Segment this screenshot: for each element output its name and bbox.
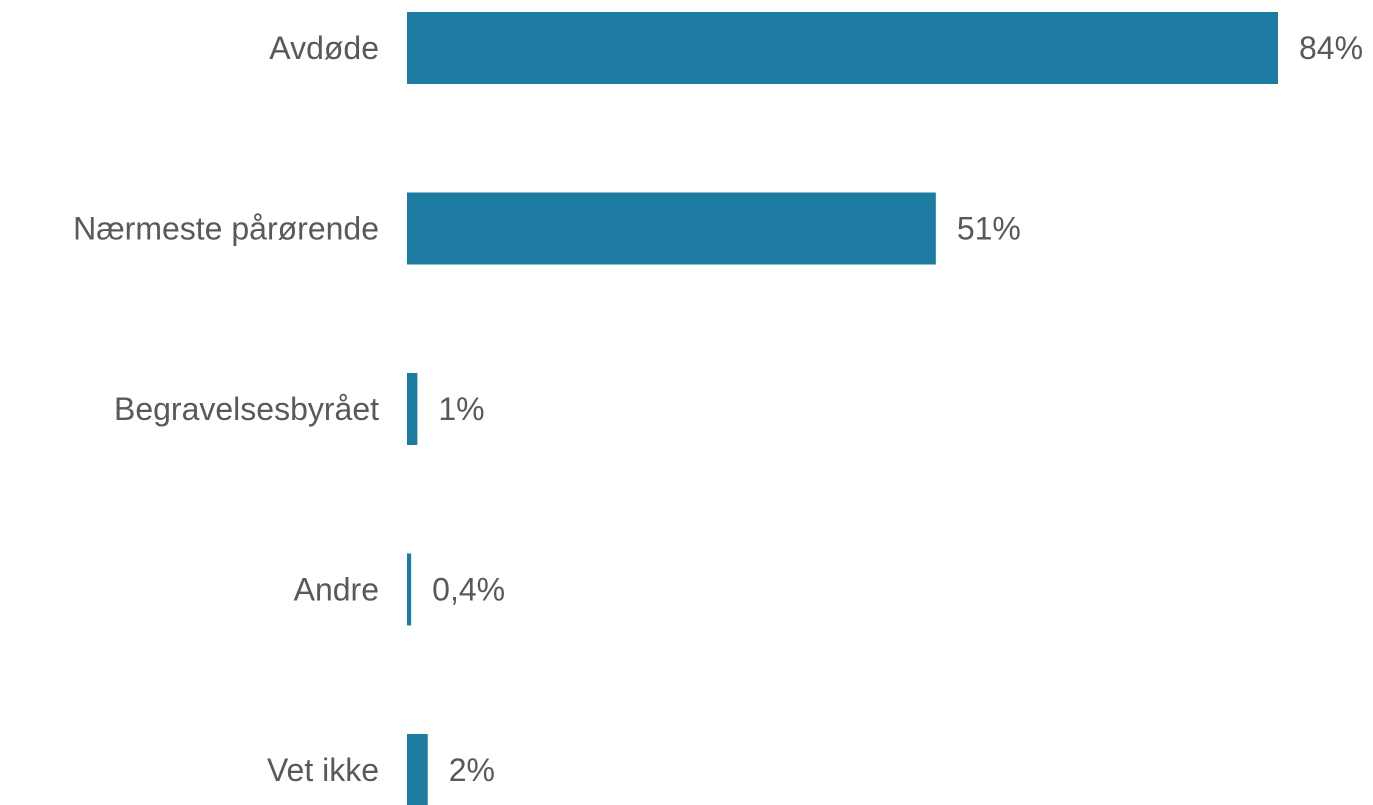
value-label-item-5: 2%: [449, 752, 495, 788]
value-label-item-4: 0,4%: [432, 572, 505, 608]
category-label-item-4: Andre: [294, 572, 379, 608]
bar-item-2: [407, 192, 936, 265]
value-label-item-2: 51%: [957, 211, 1021, 247]
bars-group: [407, 12, 1278, 805]
category-label-item-1: Avdøde: [269, 30, 379, 66]
category-label-item-3: Begravelsesbyrået: [114, 391, 379, 427]
category-label-item-2: Nærmeste pårørende: [73, 211, 379, 247]
value-label-item-1: 84%: [1299, 30, 1363, 66]
category-labels-group: Avdøde Nærmeste pårørende Begravelsesbyråe…: [73, 30, 379, 788]
category-label-item-5: Vet ikke: [267, 752, 379, 788]
value-label-item-3: 1%: [438, 391, 484, 427]
value-labels-group: 84% 51% 1% 0,4% 2%: [432, 30, 1363, 788]
bar-item-3: [407, 373, 418, 445]
bar-item-1: [407, 12, 1278, 84]
bar-item-4: [407, 553, 412, 626]
bar-item-5: [407, 734, 428, 805]
